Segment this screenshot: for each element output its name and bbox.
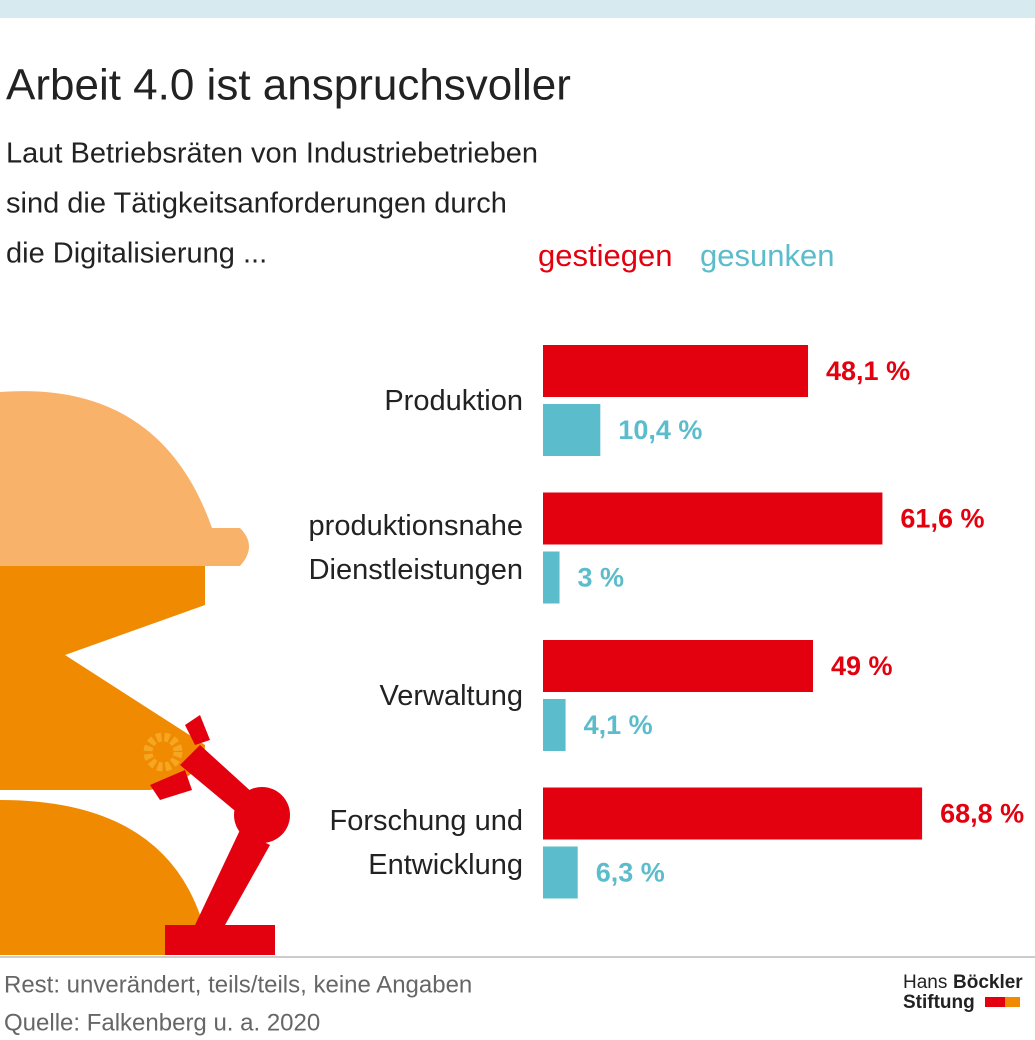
subtitle: die Digitalisierung ... <box>6 238 267 270</box>
bar <box>543 699 566 751</box>
illustration <box>0 391 290 955</box>
bar <box>543 404 601 456</box>
brand: Böckler <box>953 972 1023 993</box>
legend-entry: gestiegen <box>538 238 672 273</box>
value-label: 49 % <box>831 651 893 681</box>
bar <box>543 345 809 397</box>
footnote: Quelle: Falkenberg u. a. 2020 <box>4 1009 320 1036</box>
legend-entry: gesunken <box>700 238 834 273</box>
footnote: Rest: unverändert, teils/teils, keine An… <box>4 971 472 998</box>
value-label: 68,8 % <box>940 799 1024 829</box>
category-label: Verwaltung <box>379 679 524 712</box>
category-label: produktionsnahe Dienstleistungen <box>308 510 523 586</box>
brand: Stiftung <box>903 992 975 1013</box>
bar <box>543 846 578 899</box>
value-label: 4,1 % <box>584 710 653 740</box>
value-label: 6,3 % <box>596 858 665 888</box>
bar <box>543 787 923 840</box>
subtitle: Laut Betriebsräten von Industriebetriebe… <box>6 138 538 170</box>
top-band <box>0 0 1035 18</box>
bar <box>543 551 560 604</box>
bar <box>543 640 813 692</box>
value-label: 61,6 % <box>900 504 984 534</box>
brand: Hans <box>903 972 947 993</box>
chart-title: Arbeit 4.0 ist anspruchsvoller <box>6 61 571 110</box>
brand-mark <box>1005 997 1020 1007</box>
category-label: Forschung und Entwicklung <box>329 805 523 881</box>
subtitle: sind die Tätigkeitsanforderungen durch <box>6 188 507 220</box>
bar <box>543 492 883 545</box>
value-label: 10,4 % <box>618 415 702 445</box>
brand-mark <box>985 997 1005 1007</box>
value-label: 48,1 % <box>826 356 910 386</box>
category-label: Produktion <box>384 384 523 417</box>
value-label: 3 % <box>578 563 625 593</box>
